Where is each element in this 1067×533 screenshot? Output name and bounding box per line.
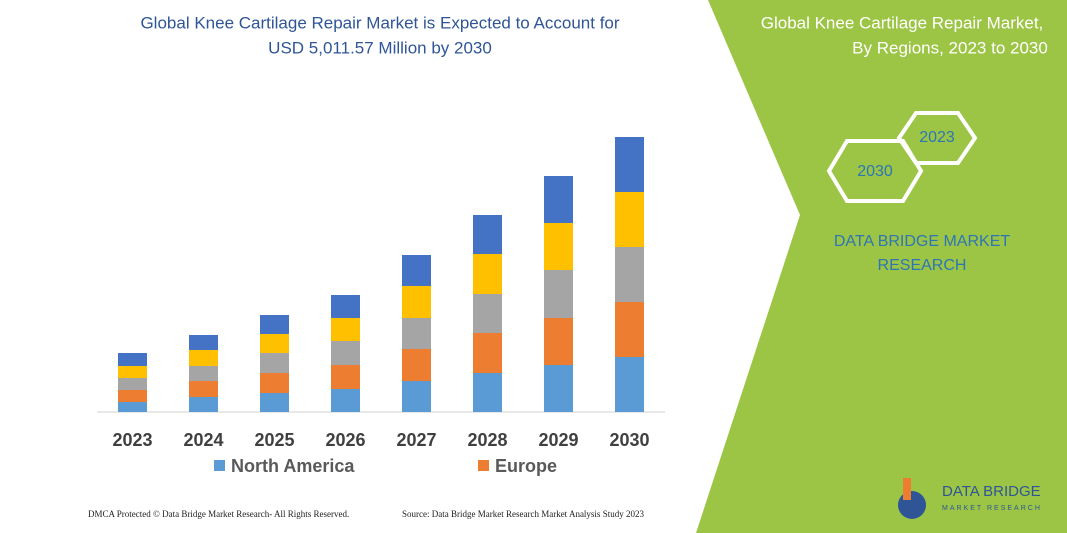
logo-name: DATA BRIDGE (942, 483, 1041, 500)
bar-segment (615, 247, 644, 302)
bar-segment (544, 365, 573, 412)
legend-label: North America (231, 456, 355, 476)
logo-icon (903, 478, 911, 500)
bar-segment (473, 294, 502, 333)
side-panel (696, 0, 1067, 533)
bar-segment (118, 366, 147, 378)
bar-segment (473, 215, 502, 254)
bar-segment (331, 389, 360, 412)
bar-segment (118, 390, 147, 402)
bar-segment (544, 318, 573, 365)
bar-segment (473, 254, 502, 294)
bar-segment (189, 397, 218, 412)
footer-text: Source: Data Bridge Market Research Mark… (402, 509, 644, 519)
brand-text: DATA BRIDGE MARKET (834, 233, 1011, 250)
x-tick-label: 2024 (183, 430, 223, 450)
bar-segment (473, 373, 502, 412)
footer-text: DMCA Protected © Data Bridge Market Rese… (88, 509, 349, 519)
bar-segment (402, 286, 431, 318)
legend-swatch (478, 460, 489, 471)
logo-tagline: MARKET RESEARCH (942, 505, 1042, 512)
bar-segment (189, 335, 218, 350)
bar-segment (260, 334, 289, 353)
x-tick-label: 2029 (538, 430, 578, 450)
x-tick-label: 2025 (254, 430, 294, 450)
x-tick-label: 2027 (396, 430, 436, 450)
x-tick-label: 2028 (467, 430, 507, 450)
x-tick-label: 2023 (112, 430, 152, 450)
bar-segment (118, 402, 147, 412)
bar-segment (189, 366, 218, 381)
bar-segment (615, 192, 644, 247)
hexagon-label: 2030 (857, 163, 893, 180)
bar-segment (402, 349, 431, 381)
bar-segment (402, 255, 431, 286)
panel-title: By Regions, 2023 to 2030 (852, 38, 1048, 57)
bar-segment (260, 315, 289, 334)
hexagon-label: 2023 (919, 129, 955, 146)
bar-segment (118, 378, 147, 390)
bar-segment (260, 393, 289, 412)
bar-segment (260, 353, 289, 373)
bar-segment (544, 176, 573, 223)
bar-segment (544, 223, 573, 270)
legend-label: Europe (495, 456, 557, 476)
hexagon (896, 111, 978, 165)
bar-segment (189, 381, 218, 397)
logo-icon (898, 491, 926, 519)
brand-text: RESEARCH (878, 257, 967, 274)
bar-segment (615, 357, 644, 412)
x-tick-label: 2030 (609, 430, 649, 450)
bar-segment (615, 302, 644, 357)
bar-segment (473, 333, 502, 373)
bar-segment (402, 318, 431, 349)
panel-title: Global Knee Cartilage Repair Market, (761, 13, 1044, 32)
chart-title: Global Knee Cartilage Repair Market is E… (140, 13, 619, 32)
bar-segment (331, 365, 360, 389)
bar-segment (402, 381, 431, 412)
bar-segment (331, 318, 360, 341)
bar-segment (189, 350, 218, 366)
bar-segment (331, 295, 360, 318)
bar-segment (544, 270, 573, 318)
bar-segment (118, 353, 147, 366)
bar-segment (331, 341, 360, 365)
legend-swatch (214, 460, 225, 471)
bar-segment (260, 373, 289, 393)
bar-segment (615, 137, 644, 192)
x-tick-label: 2026 (325, 430, 365, 450)
chart-title: USD 5,011.57 Million by 2030 (268, 38, 492, 57)
